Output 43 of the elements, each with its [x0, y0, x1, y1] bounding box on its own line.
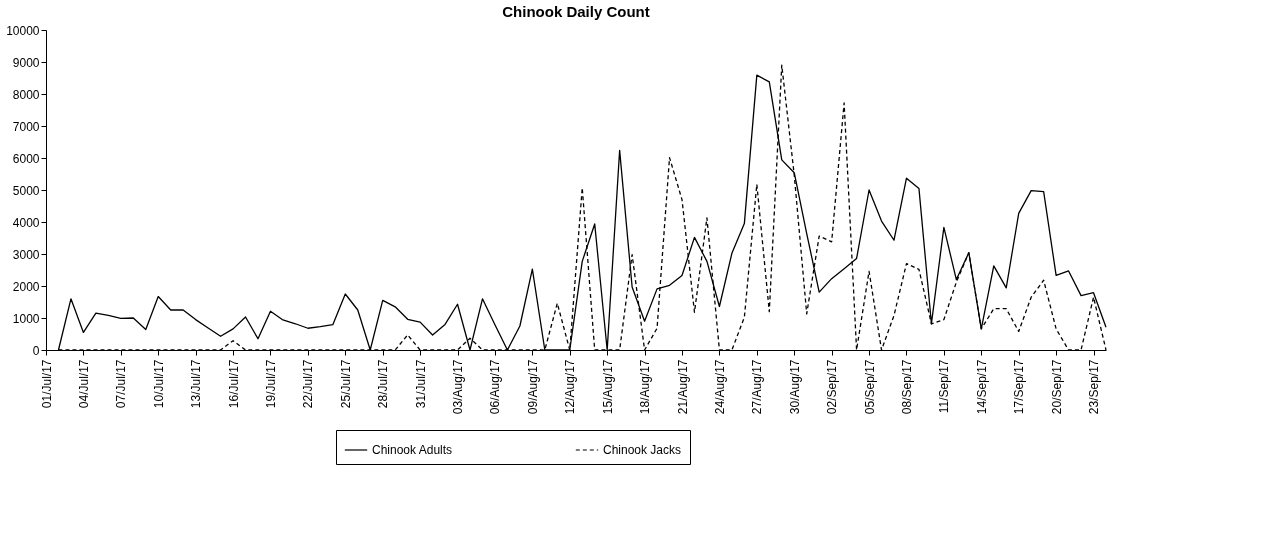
- x-tick-label: 05/Sep/17: [862, 359, 877, 415]
- x-tick-label: 02/Sep/17: [825, 359, 840, 415]
- legend-label: Chinook Adults: [372, 443, 453, 457]
- y-tick-label: 5000: [12, 183, 40, 198]
- y-tick-label: 10000: [6, 23, 40, 38]
- x-tick-label: 27/Aug/17: [750, 359, 765, 415]
- x-tick-label: 24/Aug/17: [712, 359, 727, 415]
- y-tick-label: 0: [32, 343, 40, 358]
- x-tick-label: 09/Aug/17: [525, 359, 540, 415]
- y-tick-label: 2000: [12, 279, 40, 294]
- x-tick-label: 10/Jul/17: [151, 359, 166, 409]
- x-tick-label: 30/Aug/17: [787, 359, 802, 415]
- x-tick-label: 11/Sep/17: [937, 359, 952, 414]
- y-tick-label: 6000: [12, 151, 40, 166]
- y-tick-label: 9000: [12, 55, 40, 70]
- x-tick-label: 31/Jul/17: [413, 359, 428, 409]
- x-tick-label: 22/Jul/17: [301, 359, 316, 409]
- x-tick-label: 13/Jul/17: [189, 359, 204, 409]
- y-tick-label: 4000: [12, 215, 40, 230]
- x-tick-label: 08/Sep/17: [899, 359, 914, 415]
- x-tick-label: 16/Jul/17: [226, 359, 241, 409]
- legend-label: Chinook Jacks: [603, 443, 682, 457]
- y-tick-label: 1000: [12, 311, 40, 326]
- x-tick-label: 23/Sep/17: [1087, 359, 1102, 415]
- x-tick-label: 28/Jul/17: [376, 359, 391, 409]
- x-tick-label: 20/Sep/17: [1049, 359, 1064, 415]
- y-tick-label: 7000: [12, 119, 40, 134]
- x-tick-label: 25/Jul/17: [338, 359, 353, 409]
- x-tick-label: 06/Aug/17: [488, 359, 503, 415]
- x-tick-label: 14/Sep/17: [974, 359, 989, 415]
- x-tick-label: 18/Aug/17: [638, 359, 653, 415]
- x-tick-label: 04/Jul/17: [76, 359, 91, 409]
- y-tick-label: 8000: [12, 87, 40, 102]
- x-tick-label: 19/Jul/17: [263, 359, 278, 409]
- x-tick-label: 21/Aug/17: [675, 359, 690, 415]
- x-tick-label: 07/Jul/17: [114, 359, 129, 409]
- x-tick-label: 03/Aug/17: [451, 359, 466, 415]
- x-tick-label: 15/Aug/17: [600, 359, 615, 415]
- x-tick-label: 12/Aug/17: [563, 359, 578, 415]
- y-tick-label: 3000: [12, 247, 40, 262]
- chart-title: Chinook Daily Count: [502, 3, 650, 20]
- x-tick-label: 01/Jul/17: [39, 359, 54, 409]
- x-tick-label: 17/Sep/17: [1012, 359, 1027, 415]
